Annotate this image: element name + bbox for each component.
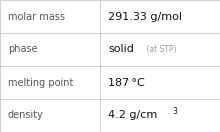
Text: 187 °C: 187 °C	[108, 77, 145, 88]
Text: molar mass: molar mass	[8, 11, 65, 22]
Text: solid: solid	[108, 44, 134, 55]
Text: (at STP): (at STP)	[145, 45, 177, 54]
Text: phase: phase	[8, 44, 38, 55]
Text: 4.2 g/cm: 4.2 g/cm	[108, 110, 157, 121]
Text: 3: 3	[172, 107, 177, 117]
Text: 291.33 g/mol: 291.33 g/mol	[108, 11, 182, 22]
Text: density: density	[8, 110, 44, 121]
Text: melting point: melting point	[8, 77, 73, 88]
